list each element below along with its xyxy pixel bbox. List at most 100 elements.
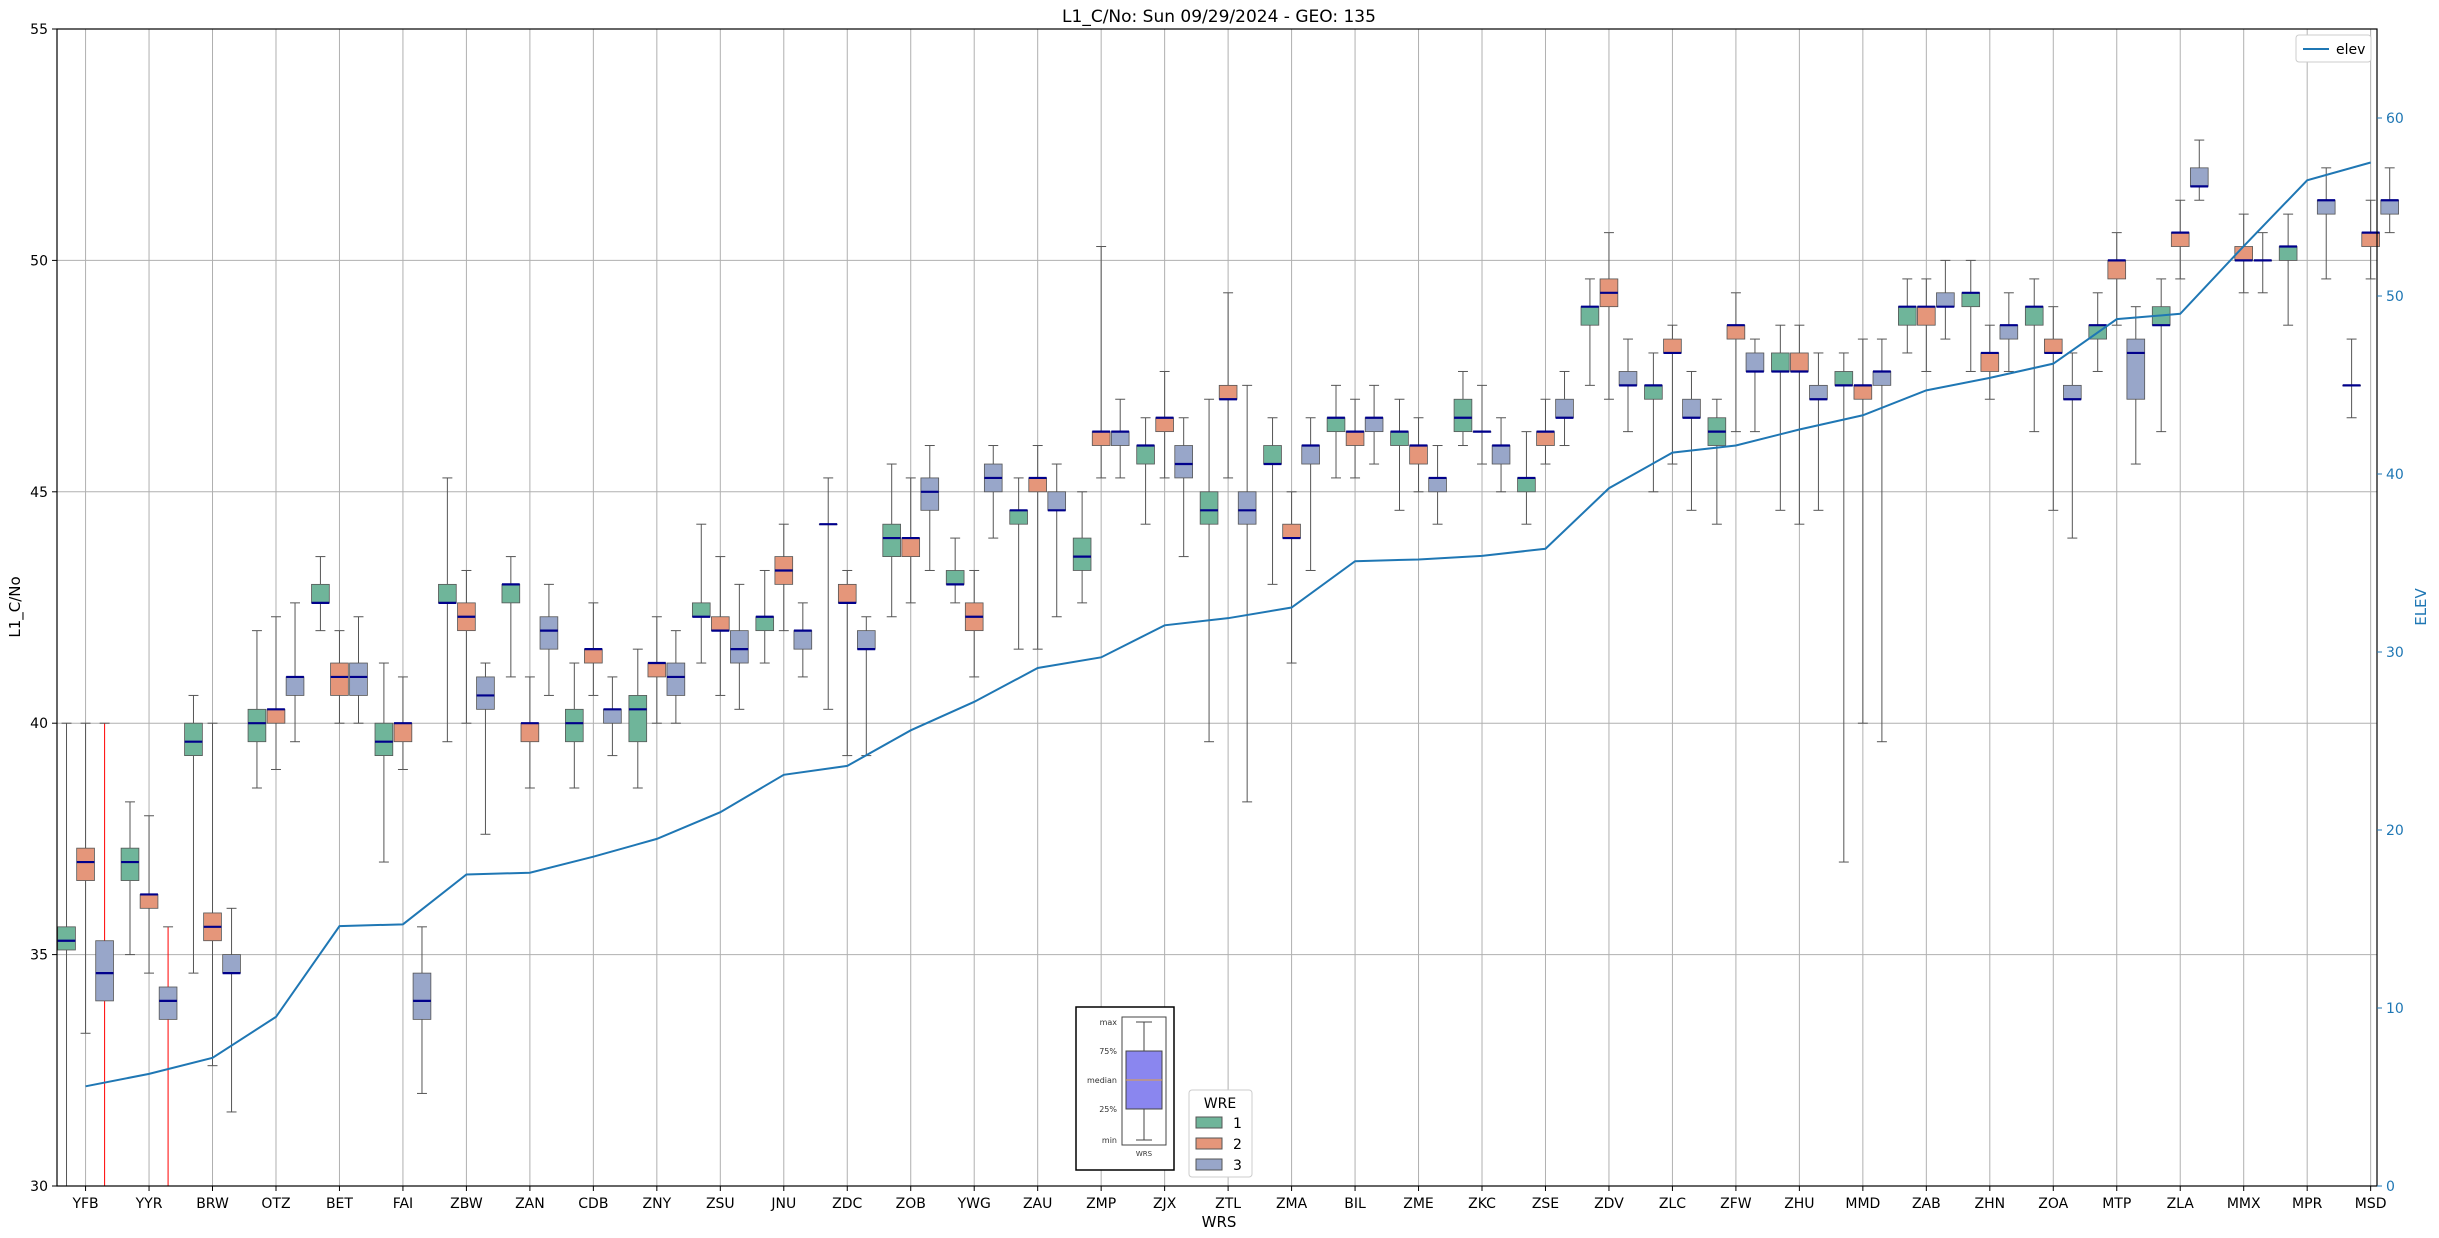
box-ZSE-wre3 [1555,370,1574,447]
box-body [1047,491,1067,511]
box-YWG-wre2 [964,569,984,678]
box-body [901,537,921,557]
box-body [120,847,140,881]
box-body [1936,292,1955,308]
box-ZSE-wre1 [1517,431,1536,525]
box-body [1009,509,1028,525]
box-ZJX-wre3 [1174,417,1193,558]
box-body [1555,398,1574,419]
box-ZME-wre1 [1390,398,1409,511]
box-body [374,722,394,756]
box-ZOA-wre2 [2043,306,2063,511]
x-tick-label: ZFW [1720,1196,1752,1212]
box-body [2024,306,2044,326]
key-label-q1: 25% [1099,1105,1117,1114]
box-body [476,676,495,710]
box-MMD-wre3 [1872,338,1892,743]
box-body [1771,352,1790,372]
box-MPR-wre3 [2316,167,2336,280]
y-tick-label: 55 [30,22,48,38]
box-BIL-wre2 [1345,398,1365,479]
box-ZMP-wre2 [1091,246,1111,479]
box-ZKC-wre3 [1491,417,1511,493]
x-tick-label: MPR [2292,1196,2323,1212]
box-ZDC-wre3 [857,616,876,757]
box-body [2189,167,2209,187]
box-ZAB-wre3 [1936,259,1955,340]
box-series [57,139,2399,1187]
box-MSD-wre3 [2380,167,2399,234]
y2-tick-label: 40 [2386,467,2404,483]
x-tick-label: OTZ [261,1196,290,1212]
x-tick-label: BET [326,1196,353,1212]
x-tick-label: FAI [393,1196,413,1212]
box-body [1364,417,1384,433]
box-body [158,986,178,1020]
box-body [730,630,749,664]
box-ZDV-wre1 [1580,278,1600,386]
box-body [2278,246,2298,261]
box-ZAU-wre3 [1047,463,1067,618]
box-body [920,477,940,511]
box-ZFW-wre1 [1707,398,1727,525]
box-body [184,722,203,756]
key-inset-axes [1121,1016,1167,1146]
box-body [1155,417,1174,433]
box-body [266,708,286,724]
box-body [603,708,622,724]
box-ZHU-wre3 [1809,352,1828,511]
box-ZFW-wre3 [1745,338,1765,433]
x-tick-label: ZAN [515,1196,545,1212]
box-body [311,583,330,604]
box-body [222,954,241,974]
box-body [882,523,901,557]
x-tick-label: ZAB [1912,1196,1941,1212]
box-ZBW-wre1 [438,477,457,743]
x-tick-label: MMX [2227,1196,2261,1212]
x-tick-label: YFB [71,1196,98,1212]
box-body [945,570,965,585]
box-ZHU-wre2 [1790,324,1809,525]
box-body [1218,384,1238,400]
box-YWG-wre1 [945,537,965,604]
y2-tick-label: 50 [2386,289,2404,305]
box-body [1809,384,1828,400]
box-ZSU-wre1 [691,523,711,664]
box-body [1726,324,1746,340]
box-body [1390,431,1409,446]
box-ZMA-wre2 [1282,491,1301,664]
box-ZSE-wre2 [1536,398,1555,465]
box-ZDV-wre3 [1618,338,1638,433]
x-tick-label: ZDV [1594,1196,1624,1212]
wre-legend-label-1: 1 [1233,1116,1242,1132]
wre-legend-title: WRE [1204,1096,1236,1112]
box-YYR-wre3 [158,926,178,1187]
y2-tick-label: 20 [2386,823,2404,839]
box-body [95,940,114,1002]
box-body [393,722,413,743]
box-body [1428,477,1447,493]
x-tick-label: ZOB [896,1196,926,1212]
box-body [2380,199,2399,215]
box-ZAB-wre2 [1917,278,1936,372]
box-BIL-wre3 [1364,384,1384,465]
y2-tick-label: 10 [2386,1001,2404,1017]
box-YFB-wre2 [76,722,95,1034]
box-FAI-wre3 [412,926,432,1094]
chart-title: L1_C/No: Sun 09/29/2024 - GEO: 135 [1062,7,1376,27]
box-body [1491,445,1511,465]
box-body [666,662,686,696]
y-tick-label: 45 [30,485,48,501]
box-ZME-wre3 [1428,445,1447,525]
box-ZBW-wre3 [476,662,495,835]
box-body [349,662,368,696]
box-ZSU-wre3 [730,583,749,710]
x-tick-label: MMD [1845,1196,1880,1212]
box-body [1326,417,1346,433]
box-body [1199,491,1219,525]
elev-line [85,161,2371,1088]
box-body [1136,445,1155,465]
box-body [1091,431,1111,446]
box-OTZ-wre1 [247,630,267,789]
box-ZLC-wre2 [1663,324,1682,465]
